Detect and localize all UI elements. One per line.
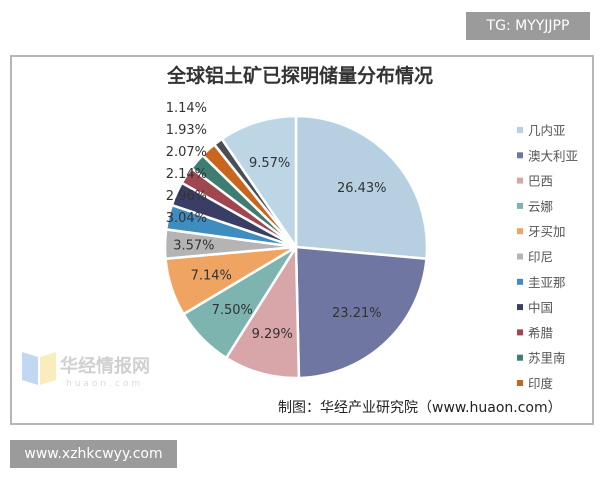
legend-label: 澳大利亚 [528, 148, 578, 163]
legend-swatch [517, 127, 523, 133]
legend-swatch [517, 152, 523, 159]
legend-swatch [517, 202, 523, 209]
legend-swatch [517, 380, 523, 386]
data-label: 1.14% [166, 101, 207, 116]
data-label: 7.14% [191, 268, 232, 283]
data-label: 23.21% [332, 306, 382, 321]
data-label: 2.14% [166, 167, 207, 182]
legend-label: 云娜 [528, 199, 553, 214]
data-label: 9.29% [252, 327, 293, 342]
site-badge: www.xzhkcwyy.com [10, 440, 177, 468]
svg-text:huaon.com: huaon.com [66, 379, 143, 389]
data-label: 1.93% [166, 123, 207, 138]
svg-text:华经情报网: 华经情报网 [60, 355, 150, 377]
legend-label: 中国 [528, 300, 553, 315]
legend-label: 苏里南 [528, 351, 566, 366]
data-label: 26.43% [337, 181, 387, 196]
legend-swatch [517, 177, 523, 184]
pie-slice [224, 242, 301, 380]
data-label: 7.50% [212, 303, 253, 318]
pie-slice [294, 114, 429, 261]
data-label: 2.07% [166, 145, 207, 160]
data-label: 3.57% [173, 239, 214, 254]
data-label: 3.04% [166, 211, 207, 226]
legend-label: 几内亚 [528, 123, 566, 138]
legend-label: 印度 [528, 376, 554, 391]
pie-slice [294, 245, 428, 380]
source-note: 制图：华经产业研究院（www.huaon.com） [278, 400, 562, 416]
legend-label: 印尼 [528, 250, 553, 265]
data-label: 9.57% [249, 156, 290, 171]
data-label: 2.96% [166, 189, 207, 204]
legend-label: 巴西 [528, 174, 553, 189]
legend-swatch [517, 304, 523, 311]
legend-label: 希腊 [528, 325, 554, 340]
legend-swatch [517, 278, 523, 285]
legend-swatch [517, 228, 523, 235]
legend-label: 圭亚那 [528, 275, 566, 290]
watermark: 华经情报网 huaon.com [22, 352, 150, 389]
legend-label: 牙买加 [528, 224, 566, 239]
tg-badge: TG: MYYJJPP [466, 12, 590, 40]
legend-swatch [517, 253, 523, 260]
pie-slice [220, 114, 298, 252]
legend-swatch [517, 329, 523, 336]
chart-title: 全球铝土矿已探明储量分布情况 [166, 64, 433, 87]
legend-swatch [517, 354, 523, 361]
